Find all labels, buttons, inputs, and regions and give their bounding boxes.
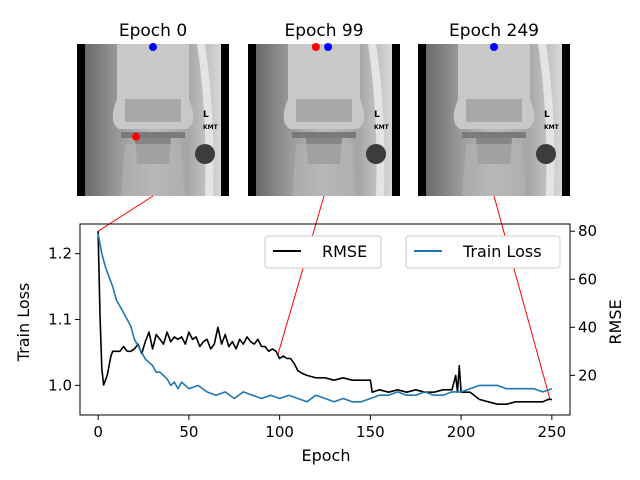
legend-train-loss: Train Loss <box>405 235 561 269</box>
panel-title: Epoch 0 <box>119 21 187 41</box>
image-marker-text: KMT <box>203 124 219 131</box>
y-right-tick-label: 40 <box>578 318 597 336</box>
target-point <box>324 43 333 51</box>
knee-xray-image <box>418 44 570 196</box>
target-point <box>490 43 498 51</box>
panel-title: Epoch 249 <box>449 21 539 41</box>
epoch-panel-0: KMT Epoch 0 <box>77 21 229 196</box>
chart-plot-area: 0 50 100 150 200 250 1.0 1.1 1.2 20 40 60 80 <box>48 222 597 441</box>
panel-title: Epoch 99 <box>284 21 363 41</box>
x-tick-label: 100 <box>265 423 294 441</box>
x-tick-label: 150 <box>356 423 385 441</box>
epoch-panel-1: KMT Epoch 99 <box>248 21 400 196</box>
y-left-tick-label: 1.2 <box>48 245 72 263</box>
x-tick-label: 0 <box>93 423 103 441</box>
y-right-tick-label: 80 <box>578 222 597 240</box>
y-right-tick-label: 20 <box>578 366 597 384</box>
legend-rmse-label: RMSE <box>322 242 367 261</box>
x-tick-label: 200 <box>447 423 476 441</box>
connector-lines <box>97 195 551 400</box>
series-line-rmse <box>97 231 552 406</box>
y-axis-left-label: Train Loss <box>14 283 33 363</box>
x-axis-label: Epoch <box>302 446 351 465</box>
image-marker-text: KMT <box>544 124 560 131</box>
x-tick-label: 250 <box>538 423 567 441</box>
y-right-tick-label: 60 <box>578 270 597 288</box>
y-left-tick-label: 1.0 <box>48 376 72 394</box>
epoch-panel-2: KMT Epoch 249 <box>418 21 570 196</box>
y-left-tick-label: 1.1 <box>48 311 72 329</box>
epoch-panels: KMT Epoch 0 KMT Epoch 99 KMT Epoch 249 <box>77 21 570 196</box>
connector-line <box>493 195 551 400</box>
predicted-point <box>132 132 140 141</box>
y-axis-right-label: RMSE <box>606 299 625 344</box>
legend-train-loss-label: Train Loss <box>462 242 542 261</box>
legend-rmse: RMSE <box>264 235 382 269</box>
predicted-point <box>311 43 320 51</box>
series-line-train-loss <box>97 233 553 403</box>
knee-xray-image <box>248 44 400 196</box>
connector-line <box>97 195 154 232</box>
target-point <box>149 43 157 51</box>
image-marker-text: KMT <box>374 124 390 131</box>
x-tick-label: 50 <box>179 423 198 441</box>
connector-line <box>277 195 325 356</box>
knee-xray-image <box>77 44 229 196</box>
